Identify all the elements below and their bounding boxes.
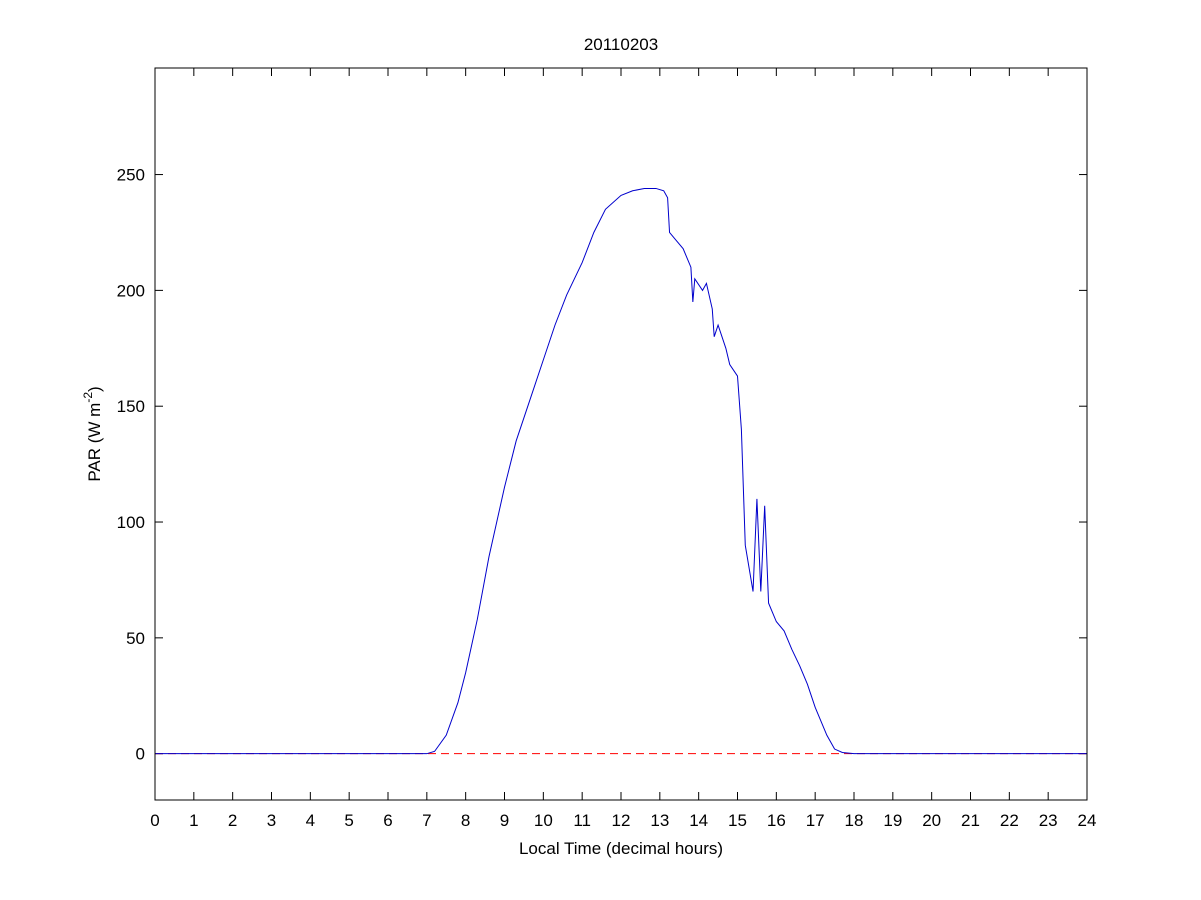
y-axis-label: PAR (W m-2) — [81, 386, 104, 481]
y-tick-label: 50 — [126, 629, 145, 648]
x-tick-label: 14 — [689, 811, 708, 830]
x-tick-label: 18 — [845, 811, 864, 830]
x-tick-label: 2 — [228, 811, 237, 830]
x-tick-label: 13 — [650, 811, 669, 830]
x-tick-label: 7 — [422, 811, 431, 830]
x-tick-label: 24 — [1078, 811, 1097, 830]
y-tick-label: 150 — [117, 397, 145, 416]
y-tick-label: 250 — [117, 166, 145, 185]
x-tick-label: 1 — [189, 811, 198, 830]
y-label-text: PAR (W m — [85, 403, 104, 482]
y-tick-label: 200 — [117, 281, 145, 300]
x-tick-label: 12 — [612, 811, 631, 830]
x-tick-label: 22 — [1000, 811, 1019, 830]
x-tick-label: 17 — [806, 811, 825, 830]
x-tick-label: 16 — [767, 811, 786, 830]
x-tick-label: 6 — [383, 811, 392, 830]
x-axis-label: Local Time (decimal hours) — [519, 839, 723, 858]
x-tick-label: 23 — [1039, 811, 1058, 830]
x-tick-label: 0 — [150, 811, 159, 830]
data-line — [155, 187, 1087, 755]
x-tick-label: 5 — [344, 811, 353, 830]
y-label-suffix: ) — [85, 386, 104, 392]
x-tick-label: 3 — [267, 811, 276, 830]
plot-frame — [154, 67, 1088, 801]
x-tick-label: 11 — [573, 811, 591, 830]
x-tick-label: 8 — [461, 811, 470, 830]
x-tick-label: 9 — [500, 811, 509, 830]
x-tick-label: 4 — [306, 811, 315, 830]
x-tick-label: 19 — [883, 811, 902, 830]
x-tick-label: 20 — [922, 811, 941, 830]
x-tick-label: 10 — [534, 811, 553, 830]
x-tick-label: 15 — [728, 811, 747, 830]
x-tick-label: 21 — [961, 811, 980, 830]
y-label-superscript: -2 — [81, 392, 95, 403]
y-tick-label: 0 — [136, 745, 145, 764]
chart-title: 20110203 — [584, 35, 658, 54]
y-tick-label: 100 — [117, 513, 145, 532]
